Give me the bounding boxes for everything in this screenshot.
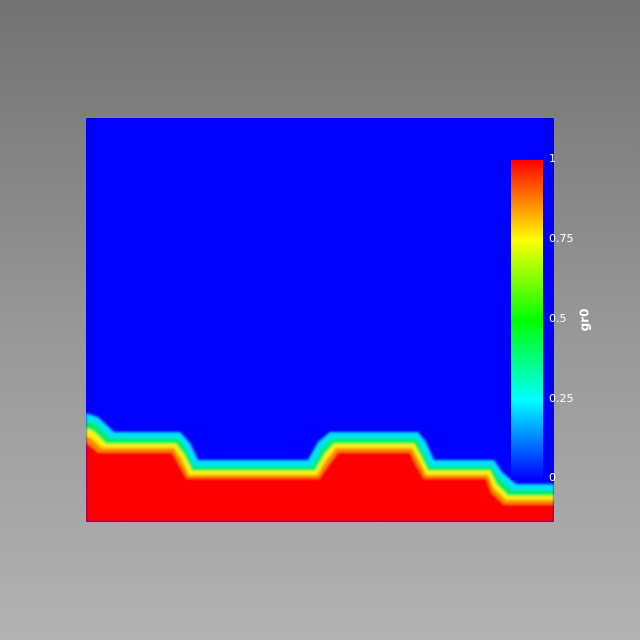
colorbar-tick-0: 0 — [549, 471, 556, 484]
colorbar-tick-0-75: 0.75 — [549, 232, 574, 245]
colorbar-tick-1: 1 — [549, 152, 556, 165]
colorbar-title: gr0 — [574, 300, 594, 340]
field-plot[interactable] — [86, 118, 554, 522]
field-region-high — [86, 442, 554, 522]
colorbar-tick-0-25: 0.25 — [549, 392, 574, 405]
colorbar-gradient — [511, 160, 543, 480]
colorbar-title-text: gr0 — [577, 308, 592, 332]
colorbar — [511, 160, 543, 480]
colorbar-tick-0-5: 0.5 — [549, 312, 567, 325]
